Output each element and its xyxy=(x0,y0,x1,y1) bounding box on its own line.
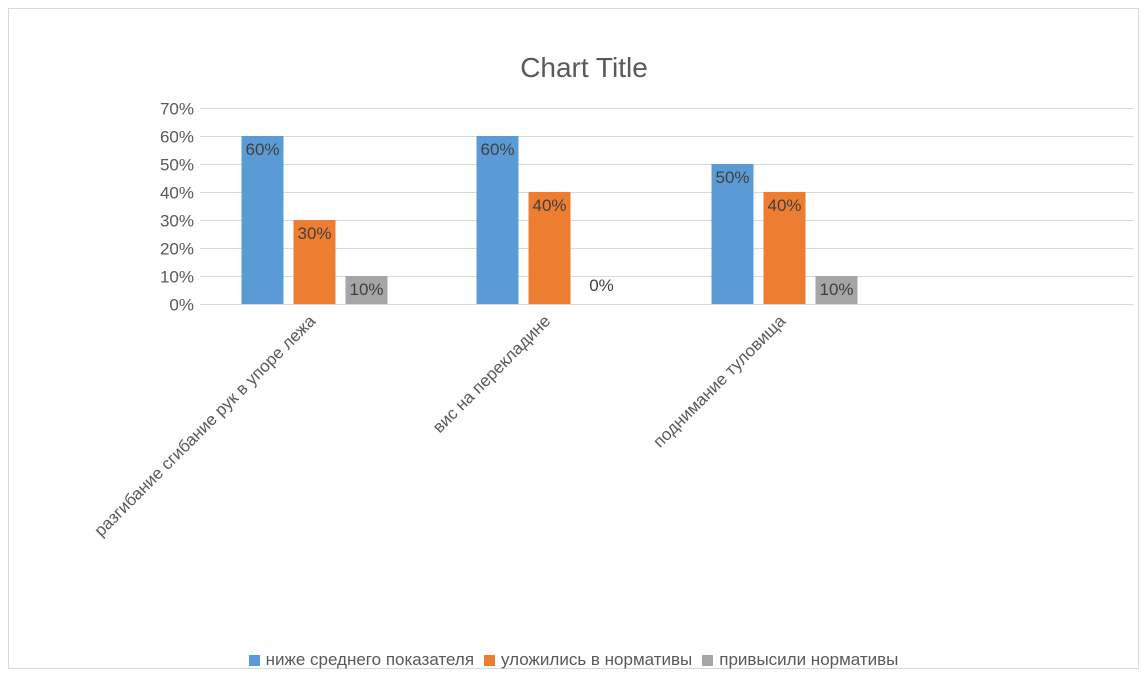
legend-label: привысили нормативы xyxy=(719,650,899,669)
bar xyxy=(293,220,336,304)
data-label: 60% xyxy=(480,140,514,159)
y-tick-label: 40% xyxy=(160,184,194,203)
category-label: вис на перекладине xyxy=(429,311,554,436)
chart-area xyxy=(8,8,1139,669)
bar xyxy=(528,192,571,304)
bar xyxy=(476,136,519,304)
legend-label: ниже среднего показателя xyxy=(265,650,475,669)
y-axis-tick-labels: 0% 10% 20% 30% 40% 50% 60% 70% xyxy=(160,100,194,315)
category-labels: разгибание сгибание рук в упоре лежа вис … xyxy=(90,311,789,540)
data-label: 30% xyxy=(297,224,331,243)
category-label: поднимание туловища xyxy=(649,311,789,451)
legend-item: привысили нормативы xyxy=(702,650,898,670)
bar xyxy=(711,164,754,304)
bar xyxy=(815,276,858,304)
data-label: 10% xyxy=(819,280,853,299)
legend-swatch xyxy=(702,654,714,666)
bars xyxy=(241,136,858,304)
legend-swatch xyxy=(248,654,260,666)
bar xyxy=(763,192,806,304)
data-label: 10% xyxy=(349,280,383,299)
y-tick-label: 50% xyxy=(160,156,194,175)
y-tick-label: 10% xyxy=(160,268,194,287)
bar xyxy=(345,276,388,304)
data-label: 60% xyxy=(245,140,279,159)
legend-label: уложились в нормативы xyxy=(501,650,693,669)
gridlines xyxy=(200,108,1133,305)
y-tick-label: 60% xyxy=(160,128,194,147)
data-label: 40% xyxy=(532,196,566,215)
data-label: 50% xyxy=(715,168,749,187)
data-label: 40% xyxy=(767,196,801,215)
data-labels: 60% 30% 10% 60% 40% 0% 50% 40% 10% xyxy=(245,140,853,299)
legend: ниже среднего показателя уложились в норм… xyxy=(0,648,1147,672)
y-tick-label: 30% xyxy=(160,212,194,231)
legend-item: уложились в нормативы xyxy=(484,650,692,670)
y-tick-label: 0% xyxy=(169,296,194,315)
legend-swatch xyxy=(484,654,496,666)
chart-title: Chart Title xyxy=(520,52,648,83)
data-label: 0% xyxy=(589,276,614,295)
category-label: разгибание сгибание рук в упоре лежа xyxy=(90,311,319,540)
bar xyxy=(241,136,284,304)
y-tick-label: 70% xyxy=(160,100,194,119)
legend-item: ниже среднего показателя xyxy=(248,650,475,670)
y-tick-label: 20% xyxy=(160,240,194,259)
